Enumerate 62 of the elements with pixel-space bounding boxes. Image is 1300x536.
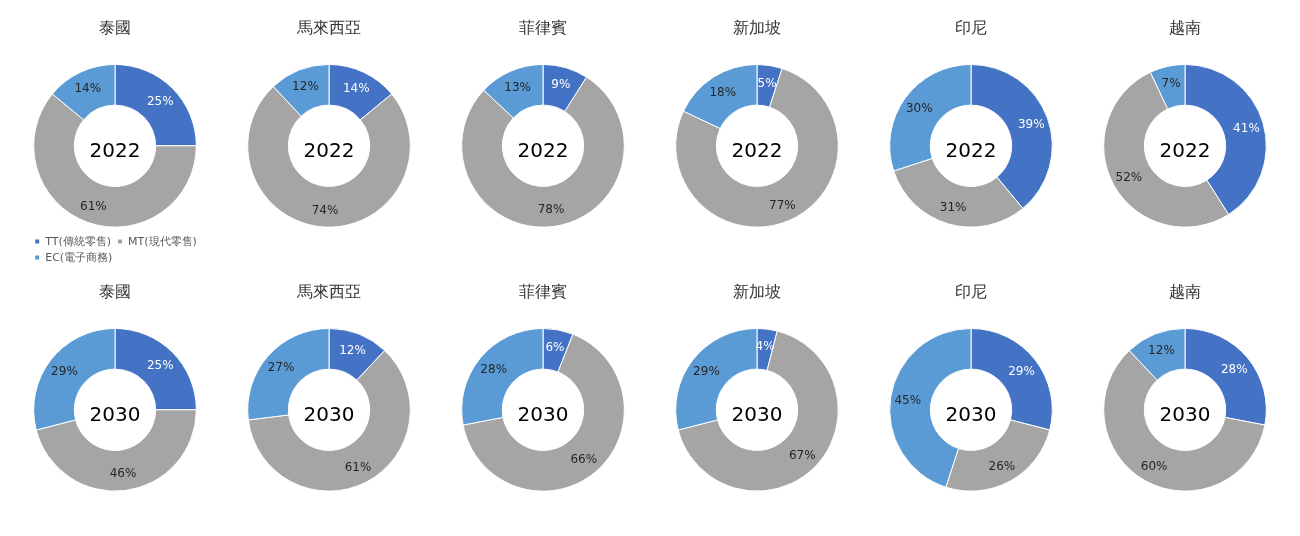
data-label: 14% bbox=[342, 80, 370, 95]
text: 2022 bbox=[517, 138, 569, 163]
data-label: 5% bbox=[757, 75, 777, 90]
text: 2030 bbox=[945, 402, 997, 427]
data-label: 7% bbox=[1161, 76, 1181, 91]
data-label: 74% bbox=[311, 202, 339, 217]
text: 2022 bbox=[1159, 138, 1211, 163]
chart-title: 菲律賓 bbox=[519, 17, 567, 37]
text: 2030 bbox=[1159, 402, 1211, 427]
data-label: 27% bbox=[267, 360, 295, 375]
text: 2022 bbox=[945, 138, 997, 163]
legend-label: TT(傳統零售) bbox=[44, 235, 112, 248]
data-label: 13% bbox=[504, 80, 531, 95]
data-label: 18% bbox=[709, 84, 737, 99]
chart-title: 泰國 bbox=[99, 17, 131, 37]
data-label: 39% bbox=[1017, 117, 1045, 132]
data-label: 29% bbox=[1008, 363, 1035, 378]
data-label: 12% bbox=[292, 79, 319, 94]
chart-title: 馬來西亞 bbox=[296, 281, 361, 301]
chart-title: 越南 bbox=[1169, 17, 1201, 37]
chart-title: 印尼 bbox=[955, 17, 987, 37]
chart-title: 菲律賓 bbox=[519, 281, 567, 301]
data-label: 14% bbox=[74, 80, 102, 95]
data-label: 25% bbox=[146, 357, 174, 372]
data-label: 29% bbox=[51, 363, 78, 378]
data-label: 29% bbox=[693, 363, 720, 378]
data-label: 78% bbox=[537, 202, 565, 217]
data-label: 28% bbox=[480, 362, 508, 377]
data-label: 45% bbox=[894, 392, 922, 407]
chart-title: 泰國 bbox=[99, 281, 131, 301]
data-label: 30% bbox=[905, 101, 933, 116]
data-label: 61% bbox=[79, 199, 107, 214]
data-label: 9% bbox=[551, 77, 571, 92]
data-label: 77% bbox=[769, 197, 796, 212]
data-label: 25% bbox=[146, 93, 174, 108]
data-label: 28% bbox=[1220, 362, 1248, 377]
data-label: 46% bbox=[109, 466, 137, 481]
text: 2022 bbox=[303, 138, 355, 163]
chart-title: 越南 bbox=[1169, 281, 1201, 301]
data-label: 67% bbox=[788, 448, 816, 463]
text: 2030 bbox=[731, 402, 783, 427]
chart-title: 新加坡 bbox=[733, 281, 781, 301]
data-label: 26% bbox=[988, 458, 1016, 473]
chart-title: 新加坡 bbox=[733, 17, 781, 37]
text: 2030 bbox=[517, 402, 569, 427]
chart-title: 印尼 bbox=[955, 281, 987, 301]
legend-label: MT(現代零售) bbox=[128, 235, 197, 248]
data-label: 52% bbox=[1115, 169, 1143, 184]
text: 2030 bbox=[303, 402, 355, 427]
data-label: 41% bbox=[1233, 120, 1260, 135]
text: 2022 bbox=[731, 138, 783, 163]
legend-label: EC(電子商務) bbox=[45, 251, 113, 264]
data-label: 60% bbox=[1140, 458, 1168, 473]
text: 2022 bbox=[89, 138, 141, 163]
data-label: 66% bbox=[570, 452, 598, 467]
data-label: 12% bbox=[339, 343, 366, 358]
text: 2030 bbox=[89, 402, 141, 427]
chart-title: 馬來西亞 bbox=[296, 17, 361, 37]
data-label: 6% bbox=[545, 339, 565, 354]
data-label: 61% bbox=[344, 459, 372, 474]
data-label: 12% bbox=[1148, 343, 1175, 358]
data-label: 31% bbox=[939, 200, 967, 215]
